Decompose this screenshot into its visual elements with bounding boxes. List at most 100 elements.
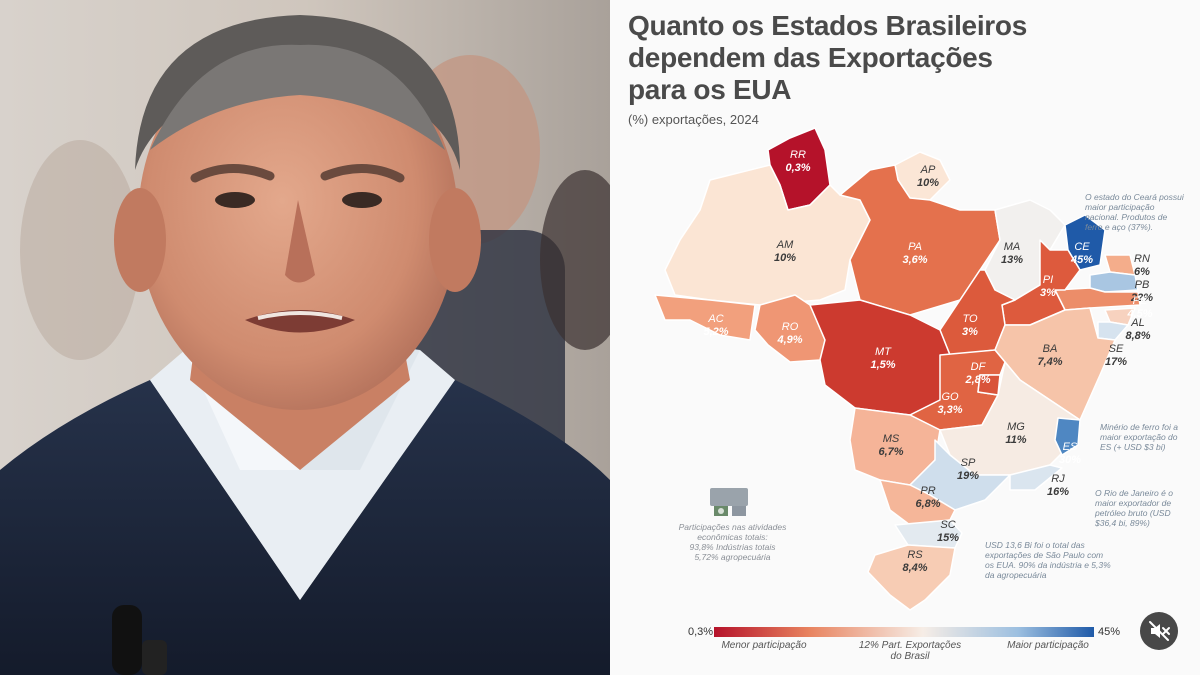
note-brazil-line: Participações nas atividades bbox=[678, 522, 787, 532]
note-rj-line: petróleo bruto (USD bbox=[1095, 508, 1171, 518]
state-rs bbox=[867, 544, 956, 611]
mute-button[interactable] bbox=[1140, 612, 1178, 650]
state-code-am: AM bbox=[776, 239, 794, 251]
note-ce-line: nacional. Produtos de bbox=[1085, 212, 1168, 222]
legend-min: 0,3% bbox=[688, 626, 714, 638]
state-value-rn: 6% bbox=[1134, 266, 1150, 278]
title-line-3: para os EUA bbox=[628, 74, 792, 105]
title-line-2: dependem das Exportações bbox=[628, 42, 993, 73]
note-ce: O estado do Ceará possui maior participa… bbox=[1085, 192, 1197, 232]
state-code-pb: PB bbox=[1135, 279, 1150, 291]
state-value-ms: 6,7% bbox=[878, 446, 903, 458]
state-value-al: 8,8% bbox=[1125, 330, 1150, 342]
note-rj-line: maior exportador de bbox=[1095, 498, 1172, 508]
state-value-sp: 19% bbox=[957, 470, 979, 482]
state-value-am: 10% bbox=[774, 252, 796, 264]
state-code-ac: AC bbox=[707, 313, 723, 325]
note-sp-line: exportações de São Paulo com bbox=[985, 550, 1104, 560]
state-value-rs: 8,4% bbox=[902, 562, 927, 574]
state-value-ro: 4,9% bbox=[776, 334, 802, 346]
state-code-sp: SP bbox=[961, 457, 976, 469]
state-code-se: SE bbox=[1109, 343, 1124, 355]
state-code-pa: PA bbox=[908, 241, 922, 253]
state-pb bbox=[1089, 271, 1139, 293]
state-value-pi: 3% bbox=[1040, 287, 1056, 299]
state-value-rj: 16% bbox=[1047, 486, 1069, 498]
state-sp bbox=[909, 439, 1011, 511]
state-value-pr: 6,8% bbox=[915, 498, 940, 510]
state-value-es: 30% bbox=[1059, 454, 1081, 466]
state-code-ro: RO bbox=[782, 321, 799, 333]
state-pr bbox=[879, 479, 956, 526]
subtitle: (%) exportações, 2024 bbox=[628, 112, 759, 127]
legend-left-caption: Menor participação bbox=[721, 640, 807, 651]
state-code-pr: PR bbox=[920, 485, 935, 497]
note-rj: O Rio de Janeiro é o maior exportador de… bbox=[1095, 488, 1198, 528]
state-value-go: 3,3% bbox=[937, 404, 962, 416]
state-value-ce: 45% bbox=[1070, 254, 1093, 266]
state-code-df: DF bbox=[971, 361, 987, 373]
note-ce-line: maior participação bbox=[1085, 202, 1155, 212]
note-es-line: maior exportação do bbox=[1100, 432, 1178, 442]
state-value-se: 17% bbox=[1105, 356, 1127, 368]
state-value-ac: 5,2% bbox=[703, 326, 728, 338]
state-code-al: AL bbox=[1130, 317, 1144, 329]
note-rj-line: O Rio de Janeiro é o bbox=[1095, 488, 1173, 498]
state-value-mg: 11% bbox=[1005, 434, 1026, 446]
state-rj bbox=[1009, 464, 1063, 491]
state-code-to: TO bbox=[962, 313, 978, 325]
note-sp-line: USD 13,6 Bi foi o total das bbox=[985, 540, 1085, 550]
state-code-sc: SC bbox=[940, 519, 955, 531]
state-value-pa: 3,6% bbox=[902, 254, 927, 266]
note-es-line: ES (+ USD $3 bi) bbox=[1100, 442, 1166, 452]
infographic-panel: Quanto os Estados Brasileiros dependem d… bbox=[610, 0, 1200, 675]
speaker-photo-graphic bbox=[0, 0, 610, 675]
note-sp-line: da agropecuária bbox=[985, 570, 1047, 580]
state-code-rs: RS bbox=[907, 549, 923, 561]
state-value-pe: 4,5% bbox=[1126, 308, 1152, 320]
legend-mid-line: 12% Part. Exportações bbox=[858, 640, 962, 651]
state-code-ap: AP bbox=[920, 164, 936, 176]
state-code-mt: MT bbox=[875, 346, 892, 358]
note-brazil-line: 5,72% agropecuária bbox=[694, 552, 771, 562]
note-sp: USD 13,6 Bi foi o total das exportações … bbox=[985, 540, 1115, 580]
speaker-muted-icon bbox=[1149, 621, 1170, 641]
state-sc bbox=[894, 519, 963, 549]
state-code-rn: RN bbox=[1134, 253, 1150, 265]
title-line-1: Quanto os Estados Brasileiros bbox=[628, 10, 1027, 41]
state-value-df: 2,8% bbox=[964, 374, 990, 386]
note-brazil-line: econômicas totais: bbox=[697, 532, 768, 542]
note-ce-line: ferro e aço (37%). bbox=[1085, 222, 1154, 232]
state-value-ap: 10% bbox=[917, 177, 939, 189]
state-code-go: GO bbox=[941, 391, 959, 403]
state-am bbox=[664, 164, 871, 306]
state-ac bbox=[654, 294, 756, 341]
state-value-rr: 0,3% bbox=[785, 162, 810, 174]
state-code-ms: MS bbox=[883, 433, 900, 445]
state-code-mg: MG bbox=[1007, 421, 1025, 433]
note-rj-line: $36,4 bi, 89%) bbox=[1095, 518, 1150, 528]
note-es: Minério de ferro foi a maior exportação … bbox=[1100, 422, 1198, 452]
state-se bbox=[1097, 321, 1129, 341]
state-code-ma: MA bbox=[1004, 241, 1021, 253]
state-code-rj: RJ bbox=[1051, 473, 1065, 485]
state-pe bbox=[1054, 287, 1141, 311]
legend-mid-caption: 12% Part. Exportações do Brasil bbox=[855, 640, 965, 662]
state-es bbox=[1054, 417, 1081, 456]
note-es-line: Minério de ferro foi a bbox=[1100, 422, 1178, 432]
note-sp-line: os EUA. 90% da indústria e 5,3% bbox=[985, 560, 1111, 570]
note-ce-line: O estado do Ceará possui bbox=[1085, 192, 1184, 202]
state-code-rr: RR bbox=[790, 149, 806, 161]
state-value-to: 3% bbox=[962, 326, 978, 338]
legend-gradient-bar bbox=[714, 627, 1094, 637]
speaker-photo bbox=[0, 0, 610, 675]
state-code-ba: BA bbox=[1043, 343, 1058, 355]
state-value-ma: 13% bbox=[1001, 254, 1023, 266]
state-code-ce: CE bbox=[1074, 241, 1090, 253]
legend-max: 45% bbox=[1098, 626, 1121, 638]
state-value-pb: 22% bbox=[1130, 292, 1153, 304]
state-value-mt: 1,5% bbox=[870, 359, 895, 371]
note-brazil: Participações nas atividades econômicas … bbox=[665, 522, 800, 562]
state-code-es: ES bbox=[1063, 441, 1078, 453]
